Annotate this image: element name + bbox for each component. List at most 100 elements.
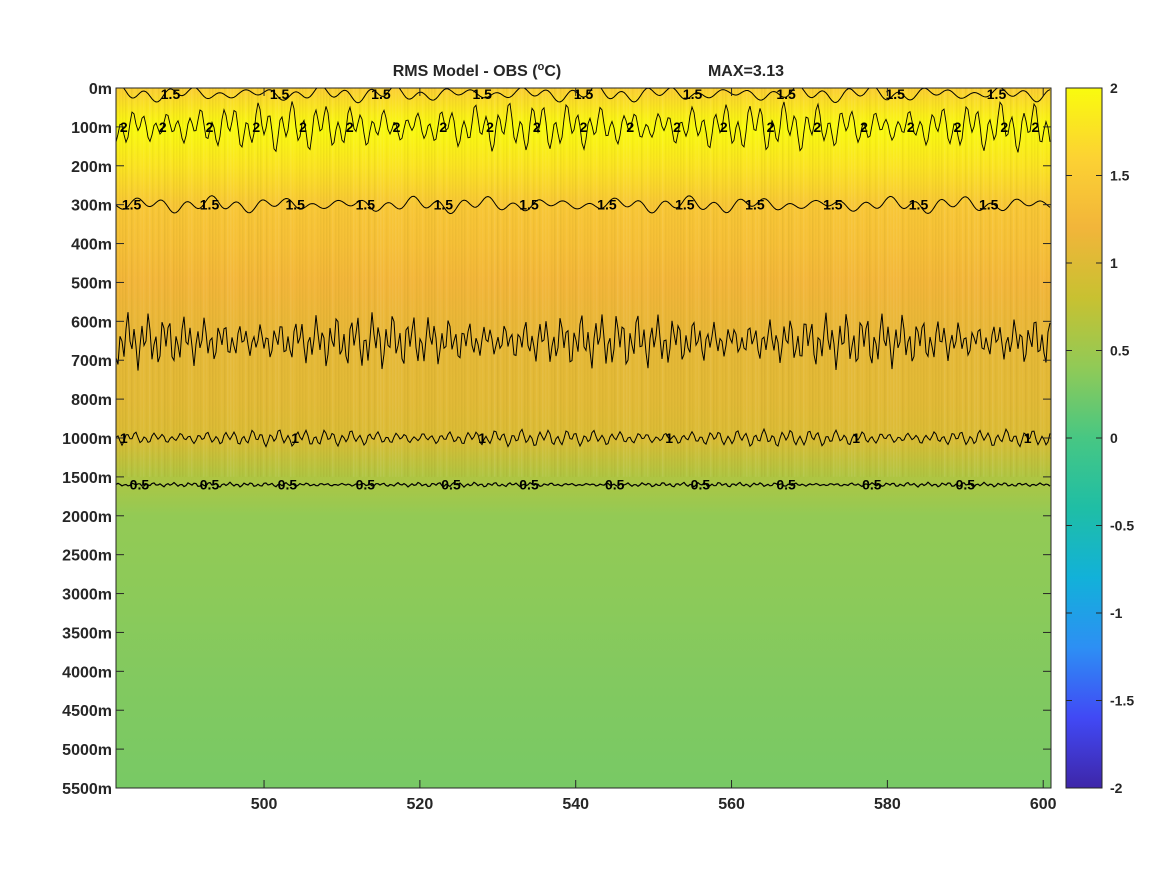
texture-stripe — [647, 88, 649, 477]
texture-stripe — [395, 88, 397, 477]
texture-stripe — [335, 88, 337, 477]
texture-stripe — [539, 88, 541, 477]
y-axis: 0m 100m 200m 300m 400m 500m 600m 700m 800m 1000m 1… — [62, 81, 1051, 798]
texture-stripe — [182, 88, 184, 477]
chart-title: RMS Model - OBS (oC) — [393, 61, 562, 80]
texture-stripe — [230, 88, 232, 477]
texture-stripe — [575, 88, 577, 477]
texture-stripe — [638, 88, 640, 477]
contour-label: 1.5 — [823, 197, 843, 213]
texture-stripe — [1010, 88, 1012, 477]
contour-line-1-5 — [116, 195, 1051, 215]
texture-stripe — [620, 88, 622, 477]
texture-stripe — [887, 88, 889, 477]
texture-stripe — [797, 88, 799, 477]
texture-stripe — [248, 88, 250, 477]
texture-stripe — [827, 88, 829, 477]
texture-stripe — [593, 88, 595, 477]
contour-label: 1 — [665, 430, 673, 446]
contour-label: 1.5 — [979, 197, 999, 213]
texture-stripe — [413, 88, 415, 477]
texture-stripe — [623, 88, 625, 477]
texture-stripe — [305, 88, 307, 477]
texture-stripe — [854, 88, 856, 477]
y-tick-label: 3500m — [62, 625, 112, 642]
contour-label: 1 — [291, 430, 299, 446]
texture-stripe — [635, 88, 637, 477]
texture-stripe — [155, 88, 157, 477]
texture-stripe — [626, 88, 628, 477]
y-tick-label: 5500m — [62, 781, 112, 798]
contour-label: 2 — [486, 119, 494, 135]
colorbar-tick-label: 0 — [1110, 430, 1118, 446]
texture-stripe — [857, 88, 859, 477]
contour-label: 0.5 — [200, 477, 220, 493]
texture-stripe — [233, 88, 235, 477]
texture-stripe — [992, 88, 994, 477]
texture-stripe — [326, 88, 328, 477]
texture-stripe — [518, 88, 520, 477]
contour-label: 1.5 — [776, 86, 796, 102]
texture-stripe — [161, 88, 163, 477]
x-tick-label: 560 — [718, 796, 745, 813]
texture-stripe — [650, 88, 652, 477]
texture-stripe — [833, 88, 835, 477]
contour-label: 2 — [206, 119, 214, 135]
contour-label: 1.5 — [745, 197, 765, 213]
y-tick-label: 4000m — [62, 664, 112, 681]
texture-stripe — [755, 88, 757, 477]
texture-stripe — [470, 88, 472, 477]
texture-stripe — [1034, 88, 1036, 477]
texture-stripe — [980, 88, 982, 477]
contour-label: 2 — [954, 119, 962, 135]
texture-stripe — [242, 88, 244, 477]
texture-stripe — [455, 88, 457, 477]
texture-stripe — [845, 88, 847, 477]
texture-stripe — [443, 88, 445, 477]
contour-label: 0.5 — [605, 477, 625, 493]
y-tick-label: 300m — [71, 198, 112, 215]
texture-stripe — [698, 88, 700, 477]
texture-stripe — [665, 88, 667, 477]
texture-stripe — [476, 88, 478, 477]
texture-stripe — [932, 88, 934, 477]
texture-stripe — [164, 88, 166, 477]
texture-stripe — [149, 88, 151, 477]
texture-stripe — [371, 88, 373, 477]
texture-stripe — [488, 88, 490, 477]
texture-stripe — [896, 88, 898, 477]
texture-stripe — [566, 88, 568, 477]
texture-stripe — [686, 88, 688, 477]
contour-label: 1.5 — [472, 86, 492, 102]
texture-stripe — [290, 88, 292, 477]
texture-stripe — [860, 88, 862, 477]
contour-lines — [116, 88, 1051, 488]
texture-stripe — [785, 88, 787, 477]
texture-stripe — [941, 88, 943, 477]
contour-label: 2 — [533, 119, 541, 135]
texture-stripe — [965, 88, 967, 477]
contour-label: 1.5 — [285, 197, 305, 213]
texture-stripe — [485, 88, 487, 477]
texture-stripe — [386, 88, 388, 477]
texture-stripe — [779, 88, 781, 477]
contour-label: 2 — [393, 119, 401, 135]
texture-stripe — [683, 88, 685, 477]
texture-stripe — [1025, 88, 1027, 477]
texture-stripe — [950, 88, 952, 477]
contour-label: 0.5 — [519, 477, 539, 493]
texture-stripe — [269, 88, 271, 477]
texture-stripe — [293, 88, 295, 477]
texture-stripe — [905, 88, 907, 477]
texture-stripe — [917, 88, 919, 477]
texture-stripe — [968, 88, 970, 477]
texture-stripe — [710, 88, 712, 477]
texture-stripe — [788, 88, 790, 477]
texture-stripe — [260, 88, 262, 477]
texture-stripe — [803, 88, 805, 477]
contour-label: 2 — [907, 119, 915, 135]
texture-stripe — [722, 88, 724, 477]
texture-stripe — [512, 88, 514, 477]
texture-stripe — [227, 88, 229, 477]
